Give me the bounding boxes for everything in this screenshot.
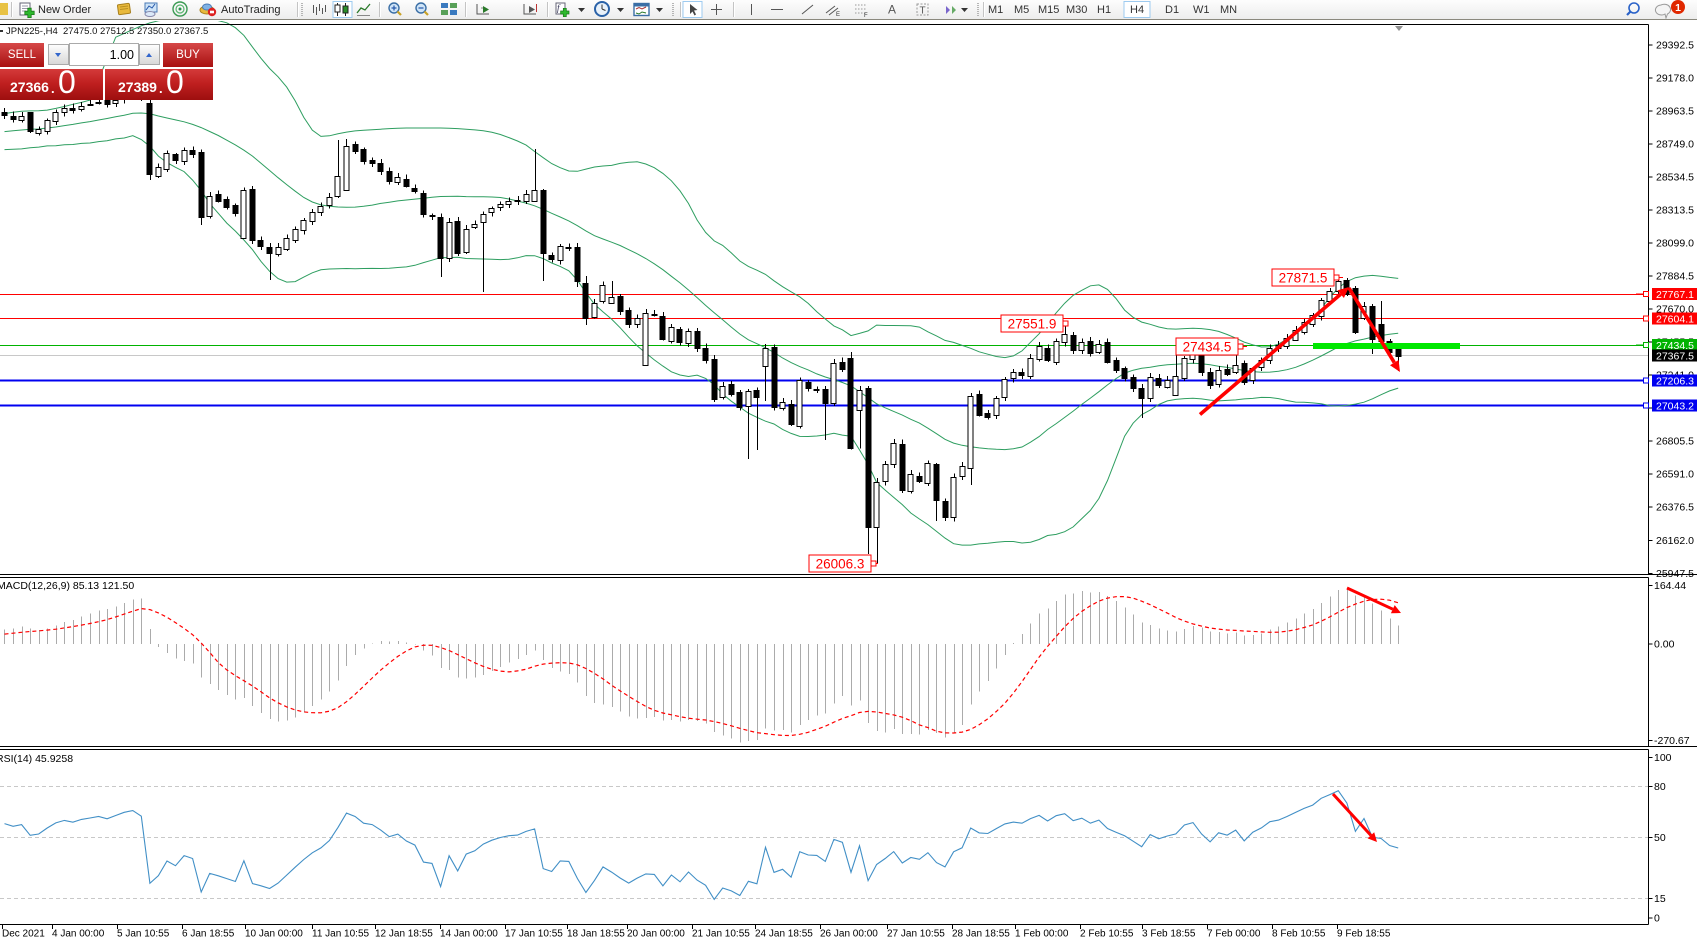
svg-text:JPN225-,H4 27475.0 27512.5 27: JPN225-,H4 27475.0 27512.5 27350.0 27367… bbox=[6, 26, 208, 37]
svg-text:M1: M1 bbox=[988, 4, 1003, 16]
svg-text:f: f bbox=[557, 3, 561, 13]
svg-text:D1: D1 bbox=[1165, 4, 1179, 16]
svg-text:26162.0: 26162.0 bbox=[1656, 535, 1694, 547]
svg-text:H1: H1 bbox=[1097, 4, 1111, 16]
svg-text:H4: H4 bbox=[1130, 4, 1144, 16]
svg-text:28313.5: 28313.5 bbox=[1656, 205, 1694, 217]
svg-text:M30: M30 bbox=[1066, 4, 1087, 16]
svg-text:3 Feb 18:55: 3 Feb 18:55 bbox=[1142, 929, 1196, 940]
svg-text:29392.5: 29392.5 bbox=[1656, 40, 1694, 52]
svg-text:15: 15 bbox=[1654, 893, 1666, 905]
svg-text:27884.5: 27884.5 bbox=[1656, 271, 1694, 283]
svg-text:1 Feb 00:00: 1 Feb 00:00 bbox=[1015, 929, 1069, 940]
svg-text:9 Feb 18:55: 9 Feb 18:55 bbox=[1337, 929, 1391, 940]
svg-text:T: T bbox=[920, 6, 926, 17]
svg-text:100: 100 bbox=[1654, 752, 1672, 764]
svg-text:164.44: 164.44 bbox=[1654, 580, 1686, 592]
svg-text:10 Jan 00:00: 10 Jan 00:00 bbox=[245, 929, 303, 940]
svg-text:26006.3: 26006.3 bbox=[816, 557, 865, 572]
svg-text:28 Jan 18:55: 28 Jan 18:55 bbox=[952, 929, 1010, 940]
svg-text:18 Jan 18:55: 18 Jan 18:55 bbox=[567, 929, 625, 940]
svg-text:New Order: New Order bbox=[38, 4, 92, 16]
svg-text:28963.5: 28963.5 bbox=[1656, 106, 1694, 118]
svg-text:27043.2: 27043.2 bbox=[1656, 401, 1694, 413]
svg-text:27434.5: 27434.5 bbox=[1183, 340, 1232, 355]
svg-text:RSI(14) 45.9258: RSI(14) 45.9258 bbox=[0, 753, 73, 765]
svg-text:28099.0: 28099.0 bbox=[1656, 238, 1694, 250]
svg-text:A: A bbox=[888, 3, 896, 17]
svg-text:28749.0: 28749.0 bbox=[1656, 139, 1694, 151]
svg-text:MN: MN bbox=[1220, 4, 1237, 16]
svg-text:29178.0: 29178.0 bbox=[1656, 73, 1694, 85]
svg-text:27367.5: 27367.5 bbox=[1656, 351, 1694, 363]
svg-text:21 Jan 10:55: 21 Jan 10:55 bbox=[692, 929, 750, 940]
svg-text:25947.5: 25947.5 bbox=[1656, 568, 1694, 580]
svg-text:26591.0: 26591.0 bbox=[1656, 469, 1694, 481]
svg-text:27551.9: 27551.9 bbox=[1008, 317, 1057, 332]
svg-text:4 Jan 00:00: 4 Jan 00:00 bbox=[52, 929, 105, 940]
svg-text:27871.5: 27871.5 bbox=[1279, 271, 1328, 286]
svg-text:17 Jan 10:55: 17 Jan 10:55 bbox=[505, 929, 563, 940]
svg-text:20 Jan 00:00: 20 Jan 00:00 bbox=[627, 929, 685, 940]
svg-text:W1: W1 bbox=[1193, 4, 1210, 16]
svg-text:27206.3: 27206.3 bbox=[1656, 376, 1694, 388]
svg-text:11 Jan 10:55: 11 Jan 10:55 bbox=[312, 929, 370, 940]
svg-text:0.00: 0.00 bbox=[1654, 639, 1675, 651]
svg-text:26805.5: 26805.5 bbox=[1656, 436, 1694, 448]
svg-text:F: F bbox=[864, 13, 868, 19]
svg-text:7 Feb 00:00: 7 Feb 00:00 bbox=[1207, 929, 1261, 940]
svg-text:0: 0 bbox=[1654, 912, 1660, 924]
svg-text:Dec 2021: Dec 2021 bbox=[2, 929, 45, 940]
svg-text:-270.67: -270.67 bbox=[1654, 735, 1690, 747]
svg-text:E: E bbox=[836, 12, 840, 18]
svg-text:27434.5: 27434.5 bbox=[1656, 340, 1694, 352]
svg-text:27767.1: 27767.1 bbox=[1656, 289, 1694, 301]
svg-text:14 Jan 00:00: 14 Jan 00:00 bbox=[440, 929, 498, 940]
svg-text:50: 50 bbox=[1654, 832, 1666, 844]
svg-text:MACD(12,26,9) 85.13 121.50: MACD(12,26,9) 85.13 121.50 bbox=[0, 580, 134, 592]
svg-text:M5: M5 bbox=[1014, 4, 1029, 16]
svg-text:5 Jan 10:55: 5 Jan 10:55 bbox=[117, 929, 170, 940]
svg-text:6 Jan 18:55: 6 Jan 18:55 bbox=[182, 929, 235, 940]
svg-text:8 Feb 10:55: 8 Feb 10:55 bbox=[1272, 929, 1326, 940]
svg-text:80: 80 bbox=[1654, 781, 1666, 793]
svg-text:26 Jan 00:00: 26 Jan 00:00 bbox=[820, 929, 878, 940]
svg-text:27 Jan 10:55: 27 Jan 10:55 bbox=[887, 929, 945, 940]
svg-text:24 Jan 18:55: 24 Jan 18:55 bbox=[755, 929, 813, 940]
svg-text:AutoTrading: AutoTrading bbox=[221, 4, 281, 16]
svg-text:28534.5: 28534.5 bbox=[1656, 172, 1694, 184]
svg-text:27604.1: 27604.1 bbox=[1656, 314, 1694, 326]
svg-text:2 Feb 10:55: 2 Feb 10:55 bbox=[1080, 929, 1134, 940]
svg-text:26376.5: 26376.5 bbox=[1656, 502, 1694, 514]
svg-text:M15: M15 bbox=[1038, 4, 1059, 16]
svg-text:12 Jan 18:55: 12 Jan 18:55 bbox=[375, 929, 433, 940]
svg-text:1: 1 bbox=[1675, 2, 1681, 14]
